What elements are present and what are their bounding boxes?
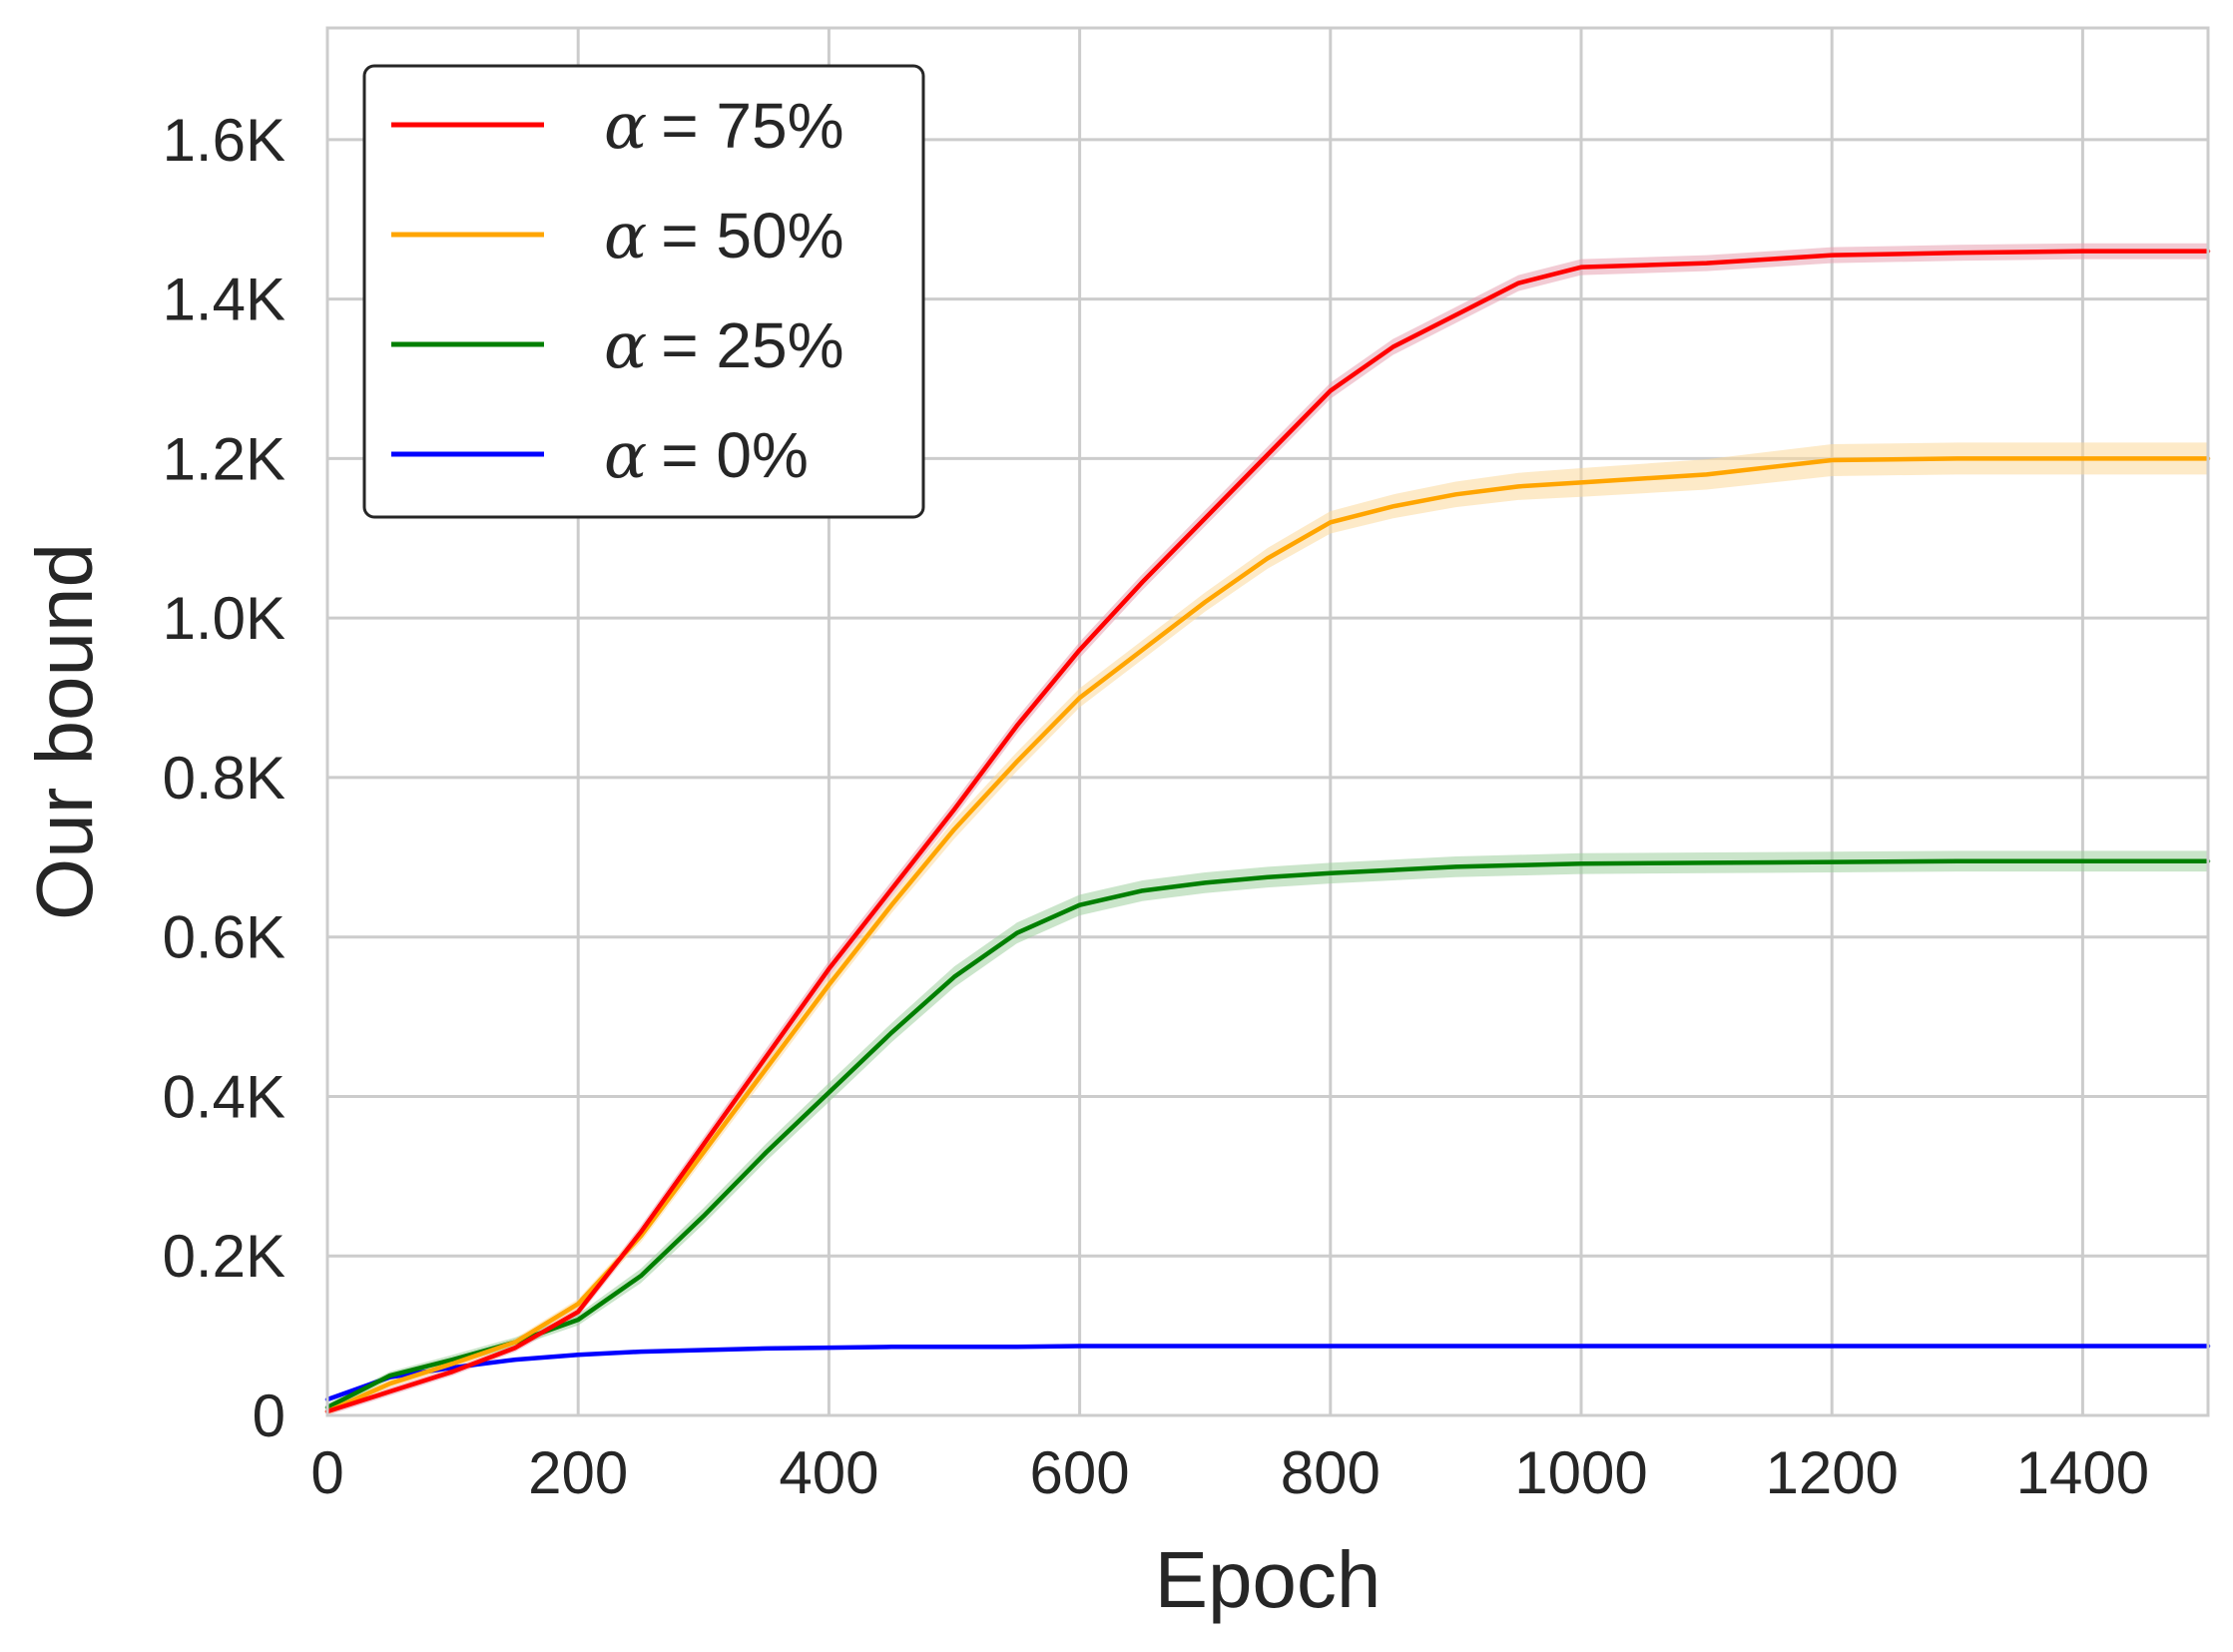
x-axis-label: Epoch [1155,1535,1382,1624]
plot-frame [325,26,2210,1417]
legend-value: = 25% [661,309,843,381]
y-tick-label: 1.6K [163,107,285,174]
legend-entry: α = 75% [391,90,843,164]
legend-label: α = 75% [604,90,843,164]
y-tick-label: 1.0K [163,585,285,652]
x-tick-label: 400 [779,1439,878,1506]
legend-box [362,64,925,519]
x-tick-label: 1000 [1514,1439,1647,1506]
y-axis-label: Our bound [20,543,109,920]
x-tick-label: 1200 [1765,1439,1898,1506]
x-tick-label: 200 [528,1439,628,1506]
y-tick-labels: 0 0.2K 0.4K 0.6K 0.8K 1.0K 1.2K 1.4K 1.6K [163,107,285,1449]
series-line-3 [324,1344,2211,1402]
legend: α = 75%α = 50%α = 25%α = 0% [362,64,925,519]
legend-alpha-symbol: α [604,200,647,274]
x-tick-labels: 0 200 400 600 800 1000 1200 1400 [310,1439,2149,1506]
x-tick-label: 0 [310,1439,343,1506]
legend-alpha-symbol: α [604,419,647,493]
y-tick-label: 0 [253,1382,285,1449]
legend-value: = 75% [661,90,843,162]
series-band-2 [327,850,2208,1412]
y-tick-label: 0.8K [163,745,285,812]
series-line-1 [324,456,2211,1414]
legend-entries: α = 75%α = 50%α = 25%α = 0% [391,90,843,493]
legend-value: = 0% [661,419,809,491]
x-tick-label: 800 [1281,1439,1381,1506]
series-line-2 [324,858,2211,1410]
legend-entry: α = 50% [391,200,843,274]
series-line-0 [324,249,2211,1414]
y-tick-label: 0.6K [163,904,285,971]
series-lines [324,249,2211,1414]
legend-alpha-symbol: α [604,309,647,383]
legend-value: = 50% [661,200,843,272]
legend-label: α = 50% [604,200,843,274]
x-tick-label: 1400 [2016,1439,2149,1506]
legend-entry: α = 25% [391,309,843,383]
y-tick-label: 1.4K [163,267,285,333]
y-tick-label: 1.2K [163,425,285,492]
legend-label: α = 25% [604,309,843,383]
legend-label: α = 0% [604,419,809,493]
legend-entry: α = 0% [391,419,809,493]
y-tick-label: 0.4K [163,1063,285,1130]
y-tick-label: 0.2K [163,1223,285,1290]
legend-alpha-symbol: α [604,90,647,164]
x-tick-label: 600 [1030,1439,1130,1506]
